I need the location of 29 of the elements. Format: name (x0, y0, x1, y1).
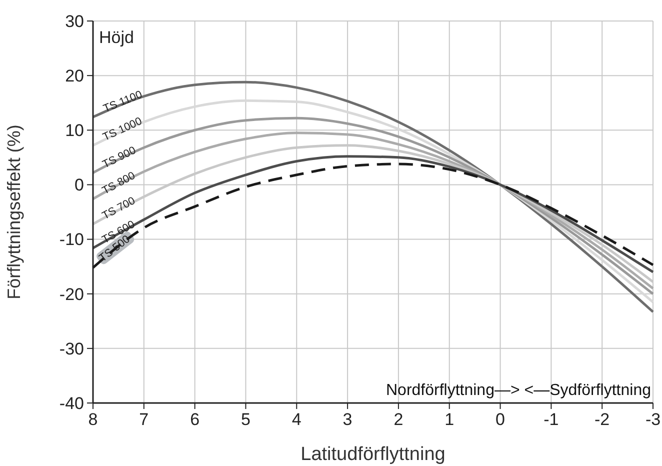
y-tick-label: 30 (65, 12, 84, 31)
text: TS 700 (100, 194, 138, 222)
x-tick-label: -2 (594, 410, 610, 429)
x-tick-label: 7 (139, 410, 149, 429)
y-tick-label: -10 (59, 230, 84, 250)
x-axis-title: Latitudförflyttning (300, 444, 446, 465)
x-tick-label: 4 (292, 410, 302, 429)
x-tick-label: -1 (544, 410, 559, 429)
annotation: Höjd (99, 28, 134, 47)
y-axis-title: Förflyttningseffekt (%) (4, 124, 24, 300)
x-tick-label: 2 (394, 410, 404, 429)
y-tick-label: 0 (74, 176, 84, 195)
y-tick-label: 10 (65, 121, 84, 140)
text: TS 1000 (101, 115, 144, 144)
x-tick-label: 0 (496, 410, 506, 429)
x-tick-label: -3 (645, 410, 661, 429)
text: TS 900 (100, 144, 138, 171)
annotation: Nordförflyttning—> <—Sydförflyttning (386, 382, 651, 399)
x-tick-label: 3 (342, 410, 352, 429)
x-tick-label: 1 (444, 410, 454, 429)
y-tick-label: -30 (59, 339, 84, 358)
y-tick-label: -40 (59, 394, 84, 413)
text: TS 800 (100, 170, 138, 198)
y-tick-label: -20 (59, 284, 84, 304)
x-tick-label: 8 (88, 410, 98, 429)
x-tick-label: 6 (190, 410, 200, 429)
x-tick-label: 5 (240, 410, 250, 429)
y-tick-label: 20 (65, 66, 84, 86)
text: TS 1100 (102, 88, 144, 116)
